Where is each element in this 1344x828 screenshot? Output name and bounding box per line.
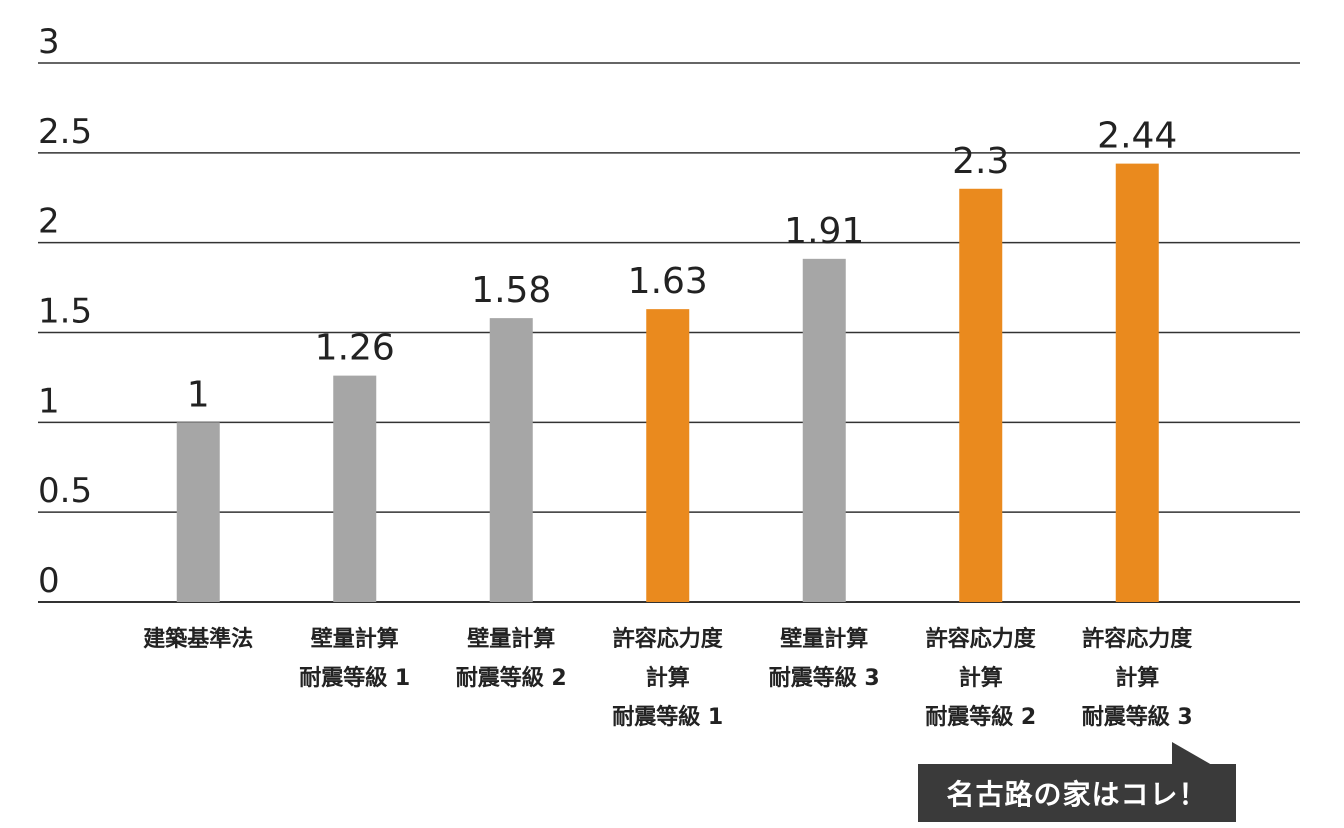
y-tick-label: 3 — [38, 22, 60, 62]
category-label: 計算 — [959, 665, 1003, 691]
data-label: 1.58 — [471, 270, 551, 311]
category-label: 建築基準法 — [143, 626, 253, 652]
category-label: 耐震等級 2 — [456, 665, 567, 691]
category-label: 許容応力度 — [613, 626, 724, 652]
bar — [959, 188, 1003, 602]
callout-badge: 名古路の家はコレ！ — [918, 764, 1236, 822]
category-label: 計算 — [646, 665, 690, 691]
category-label: 壁量計算 — [467, 626, 555, 652]
data-label: 1.63 — [628, 261, 708, 302]
data-label: 2.3 — [952, 141, 1009, 182]
data-label: 2.44 — [1097, 116, 1177, 157]
category-label: 計算 — [1115, 665, 1159, 691]
y-tick-label: 1.5 — [38, 292, 92, 332]
category-label: 耐震等級 1 — [299, 665, 410, 691]
category-label: 許容応力度 — [926, 626, 1037, 652]
data-label: 1.91 — [784, 211, 864, 252]
y-tick-label: 0 — [38, 561, 60, 601]
bar — [646, 309, 690, 602]
category-label: 耐震等級 2 — [925, 704, 1036, 730]
category-label: 壁量計算 — [311, 626, 399, 652]
y-tick-label: 1 — [38, 381, 60, 421]
bar — [176, 422, 220, 602]
callout-text: 名古路の家はコレ！ — [946, 778, 1208, 811]
y-tick-label: 2 — [38, 202, 60, 242]
bar — [1115, 163, 1159, 602]
y-tick-label: 2.5 — [38, 112, 92, 152]
bars — [176, 163, 1159, 602]
data-label: 1 — [187, 374, 210, 415]
callout-pointer — [1172, 742, 1212, 765]
category-label: 許容応力度 — [1082, 626, 1193, 652]
bar — [802, 258, 846, 602]
bar — [489, 318, 533, 602]
y-axis-ticks: 0 0.5 1 1.5 2 2.5 3 — [38, 22, 92, 601]
data-label: 1.26 — [315, 328, 395, 369]
category-label: 耐震等級 1 — [612, 704, 723, 730]
category-label: 耐震等級 3 — [769, 665, 880, 691]
y-tick-label: 0.5 — [38, 471, 92, 511]
bar — [333, 375, 377, 602]
gridlines — [38, 62, 1300, 603]
data-labels: 1 1.26 1.58 1.63 1.91 2.3 2.44 — [187, 116, 1178, 416]
category-label: 耐震等級 3 — [1082, 704, 1193, 730]
category-label: 壁量計算 — [780, 626, 868, 652]
